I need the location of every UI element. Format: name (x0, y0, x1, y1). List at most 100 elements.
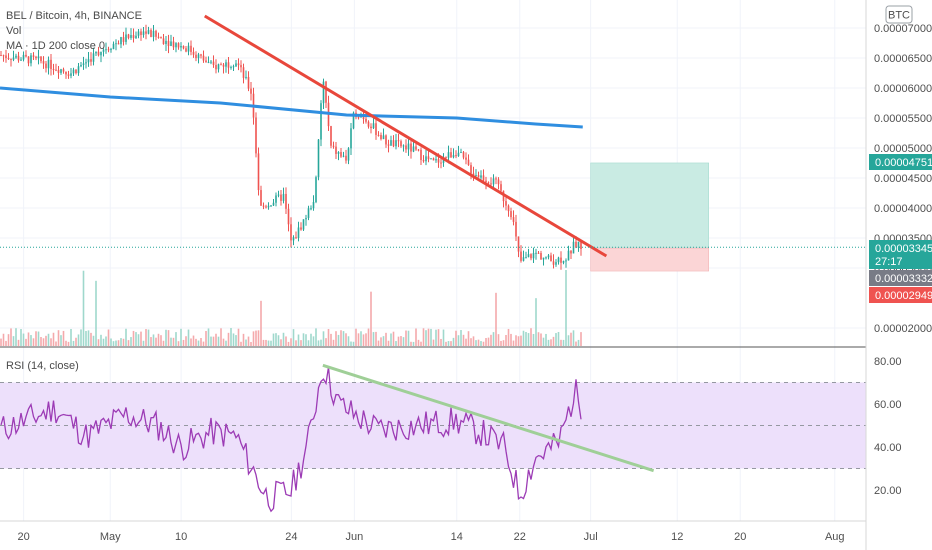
volume-bar (127, 340, 130, 346)
candle-body (475, 175, 477, 177)
volume-bar (55, 341, 57, 346)
volume-bar (410, 341, 412, 346)
candle-body (387, 144, 390, 146)
volume-bar (25, 338, 27, 346)
volume-bar (540, 333, 542, 346)
candle-body (262, 205, 265, 207)
volume-bar (275, 333, 277, 346)
candle-body (257, 153, 260, 191)
candle-body (230, 66, 232, 68)
candle-body (577, 241, 580, 248)
candle-body (382, 135, 385, 140)
candle-body (505, 201, 507, 206)
volume-bar (357, 333, 360, 346)
volume-bar (212, 336, 215, 346)
rsi-tick-label: 20.00 (874, 485, 902, 497)
rsi-legend[interactable]: RSI (14, close) (6, 360, 79, 372)
time-axis[interactable]: 20 May 10 24 Jun 14 22 Jul 12 20 Aug (18, 531, 845, 543)
candle-body (515, 221, 517, 237)
volume-bar (482, 341, 485, 346)
price-tick-label: 0.00005000 (874, 143, 932, 155)
candle-body (5, 55, 7, 58)
volume-bar (272, 333, 275, 346)
volume-bar (107, 329, 110, 346)
volume-bar (517, 336, 520, 346)
volume-bar (12, 336, 15, 346)
candle-body (265, 206, 267, 208)
candle-body (455, 155, 457, 157)
volume-bar (260, 300, 262, 346)
volume-bar (432, 339, 435, 346)
volume-bar (337, 334, 340, 346)
volume-bar (522, 330, 525, 346)
volume-bar (377, 340, 380, 346)
volume-bar (75, 337, 77, 346)
candle-body (115, 43, 117, 45)
candle-body (167, 40, 170, 46)
volume-bar (62, 330, 65, 346)
candle-body (397, 140, 400, 142)
chart-legend[interactable]: BEL / Bitcoin, 4h, BINANCE Vol MA · 1D 2… (6, 10, 142, 52)
candle-body (432, 158, 435, 161)
candle-body (465, 157, 467, 160)
candle-body (2, 55, 5, 57)
candle-body (237, 63, 240, 66)
candle-body (277, 194, 280, 196)
candle-body (20, 59, 22, 61)
volume-bar (487, 337, 490, 346)
volume-bar (342, 331, 345, 346)
volume-bar (577, 339, 580, 346)
volume-bar (312, 336, 315, 346)
candle-body (545, 257, 547, 259)
volume-bar (225, 340, 227, 346)
candle-body (285, 193, 287, 209)
price-tick-label: 0.00004500 (874, 173, 932, 185)
candle-body (550, 255, 552, 262)
volume-bar (555, 333, 557, 346)
volume-bar (157, 333, 160, 346)
price-tick-label: 0.00006000 (874, 83, 932, 95)
volume-bar (72, 340, 75, 346)
rsi-trendline[interactable] (322, 363, 655, 473)
volume-bar (50, 338, 52, 346)
candle-body (525, 257, 527, 259)
candle-body (480, 175, 482, 178)
volume-bar (437, 329, 440, 346)
volume-bar (412, 341, 415, 346)
volume-bar (17, 339, 20, 346)
candle-body (450, 152, 452, 158)
price-trendline[interactable] (203, 14, 608, 258)
entry-price-text: 0.00003332 (875, 273, 932, 285)
volume-bar (427, 328, 430, 346)
candle-body (62, 69, 65, 72)
volume-bar (202, 341, 205, 346)
volume-bar (125, 328, 127, 346)
candle-body (492, 178, 495, 185)
volume-bar (172, 337, 175, 346)
volume-bar (67, 341, 70, 346)
candle-body (107, 49, 110, 51)
volume-bar (105, 336, 107, 346)
time-axis-label: 24 (285, 531, 297, 543)
candle-body (412, 146, 415, 152)
currency-badge[interactable]: BTC (885, 5, 913, 24)
candle-body (122, 37, 125, 42)
volume-bar (447, 341, 450, 346)
volume-bar (42, 338, 45, 346)
volume-bar (330, 333, 332, 346)
volume-bar (492, 332, 495, 346)
volume-bar (390, 333, 392, 346)
candle-body (385, 135, 387, 145)
volume-bar (387, 340, 390, 346)
volume-bar (460, 330, 462, 346)
rsi-line (0, 366, 582, 513)
volume-bar (300, 340, 302, 346)
volume-bar (335, 331, 337, 346)
volume-bar (485, 338, 487, 346)
candle-body (452, 155, 455, 158)
volume-bar (135, 332, 137, 346)
candle-body (340, 152, 342, 157)
candle-body (197, 54, 200, 59)
candle-body (132, 35, 135, 39)
volume-bar (347, 336, 350, 346)
